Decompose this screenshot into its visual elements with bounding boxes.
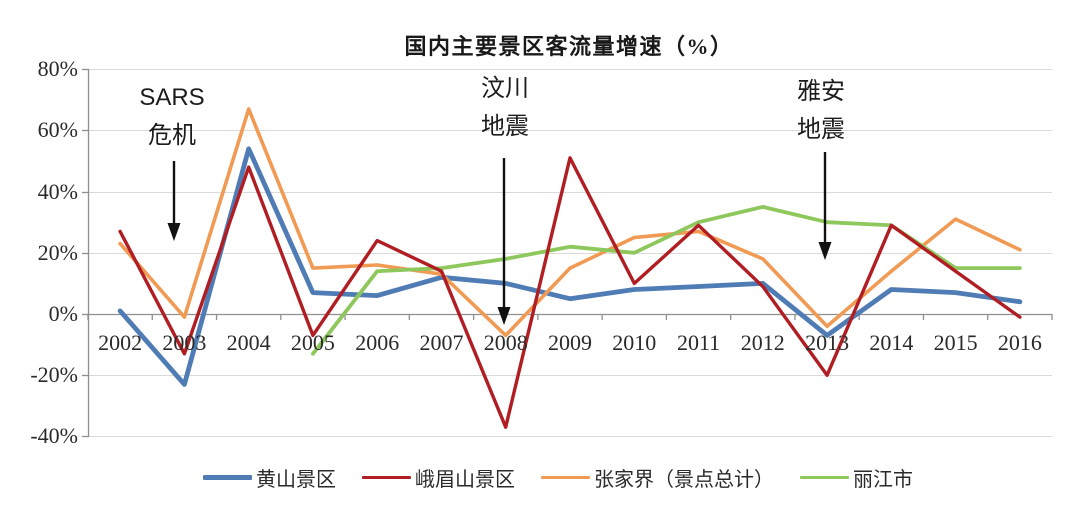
chart-title: 国内主要景区客流量增速（%）	[404, 34, 734, 59]
series-line-2	[118, 107, 1022, 338]
legend-label-lijiang: 丽江市	[853, 469, 913, 491]
y-tick-label: 60%	[37, 117, 78, 143]
legend-swatch-huangshan	[203, 475, 252, 480]
x-tick-label: 2012	[740, 330, 785, 355]
annotation-yaan-line2: 地震	[797, 116, 845, 143]
legend-label-emeishan: 峨眉山景区	[415, 469, 515, 491]
annotation-wenchuan-line2: 地震	[481, 113, 529, 140]
legend-label-zhangjiajie: 张家界（景点总计）	[594, 469, 774, 491]
y-tick-label: 0%	[48, 301, 78, 326]
x-tick-label: 2016	[997, 330, 1042, 355]
x-tick-label: 2006	[355, 330, 400, 355]
legend-swatch-zhangjiajie	[541, 475, 590, 480]
annotation-sars-line2: 危机	[147, 122, 196, 149]
legend-item-huangshan: 黄山景区	[203, 463, 336, 492]
annotation-arrowhead-2	[818, 242, 832, 260]
legend: 黄山景区 峨眉山景区 张家界（景点总计） 丽江市	[203, 464, 913, 491]
legend-item-zhangjiajie: 张家界（景点总计）	[541, 463, 774, 492]
legend-swatch-lijiang	[800, 475, 849, 480]
annotation-wenchuan: 汶川 地震	[481, 70, 529, 146]
x-tick-label: 2008	[483, 330, 528, 355]
x-tick-label: 2010	[612, 330, 657, 355]
annotation-arrowhead-1	[497, 307, 511, 325]
x-tick-label: 2003	[162, 330, 207, 355]
x-tick-label: 2011	[676, 330, 721, 355]
x-tick-label: 2007	[419, 330, 464, 355]
x-tick-label: 2015	[933, 330, 978, 355]
x-tick-label: 2002	[98, 330, 143, 355]
y-tick-label: 40%	[37, 178, 78, 204]
x-tick-label: 2013	[805, 330, 850, 355]
y-tick-label: -20%	[30, 362, 78, 388]
annotation-yaan: 雅安 地震	[797, 73, 845, 149]
x-tick-label: 2005	[290, 330, 335, 355]
x-tick-label: 2004	[226, 330, 271, 355]
legend-swatch-emeishan	[362, 475, 411, 480]
x-tick-label: 2014	[869, 330, 914, 355]
y-tick-label: 20%	[37, 239, 78, 265]
legend-item-lijiang: 丽江市	[800, 463, 913, 492]
y-tick-label: -40%	[30, 423, 78, 449]
annotation-sars: SARS 危机	[139, 79, 204, 155]
y-tick-label: 80%	[37, 56, 78, 82]
annotation-yaan-line1: 雅安	[797, 78, 845, 105]
series-line-1	[118, 156, 1022, 429]
series-line-0	[117, 146, 1023, 387]
x-tick-label: 2009	[548, 330, 592, 355]
annotation-wenchuan-line1: 汶川	[481, 75, 529, 102]
legend-label-huangshan: 黄山景区	[256, 469, 336, 491]
annotation-arrowhead-0	[167, 223, 181, 241]
legend-item-emeishan: 峨眉山景区	[362, 463, 515, 492]
annotation-sars-line1: SARS	[139, 84, 205, 111]
